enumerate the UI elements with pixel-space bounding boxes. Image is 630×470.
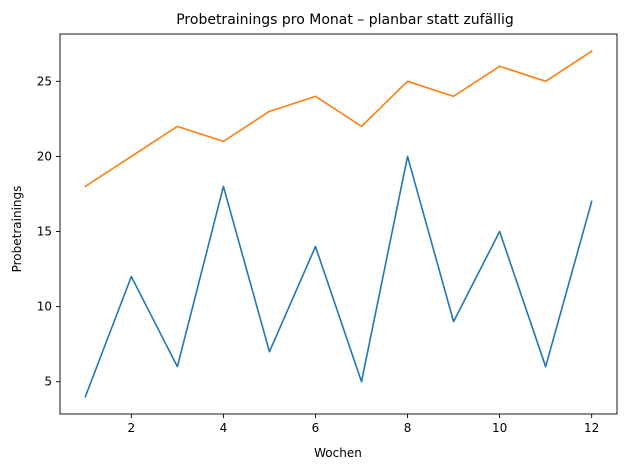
y-tick-label: 10 xyxy=(37,300,52,314)
y-axis-title: Probetrainings xyxy=(10,186,24,273)
y-tick-label: 20 xyxy=(37,149,52,163)
plot-frame xyxy=(59,33,618,415)
x-tick-label: 12 xyxy=(584,421,599,435)
plot-area: 2 4 6 8 10 12 5 10 15 20 25 xyxy=(37,33,618,435)
x-axis-title: Wochen xyxy=(314,446,362,460)
series-line-2 xyxy=(84,50,593,188)
series-line-1 xyxy=(84,155,593,398)
x-tick-label: 4 xyxy=(220,421,228,435)
y-tick-label: 15 xyxy=(37,225,52,239)
y-tick-label: 25 xyxy=(37,74,52,88)
y-tick-label: 5 xyxy=(44,375,52,389)
x-tick-label: 6 xyxy=(312,421,320,435)
chart-title: Probetrainings pro Monat – planbar statt… xyxy=(176,12,514,28)
x-tick-label: 2 xyxy=(128,421,136,435)
x-tick-label: 8 xyxy=(404,421,412,435)
x-tick-label: 10 xyxy=(492,421,507,435)
